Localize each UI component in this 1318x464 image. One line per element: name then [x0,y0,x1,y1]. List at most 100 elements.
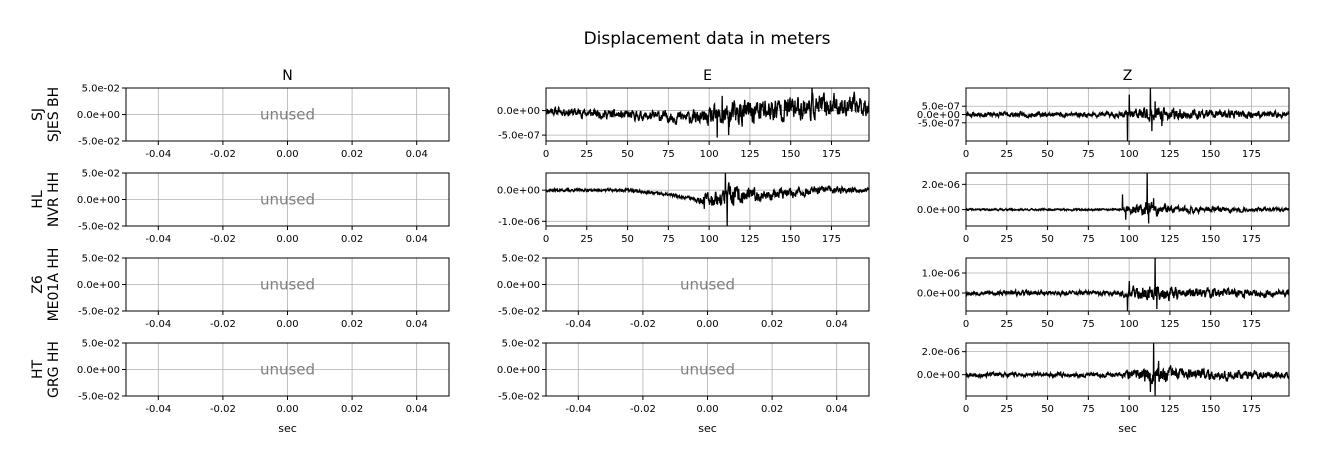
x-tick-label: 0.02 [341,404,363,415]
trace-line [546,88,869,138]
y-tick-label: 5.0e-02 [82,169,120,180]
row-label-network: HT [30,360,46,380]
x-tick-label: 150 [781,234,800,245]
panel-z6-z: 0 25 50 75 100 125 150 175 1.0e-06 0.0e+00 [917,257,1290,330]
x-tick-label: 0 [543,149,549,160]
x-tick-label: 50 [621,149,634,160]
axes-frame [965,342,1290,397]
y-tick-label: 0.0e+00 [497,365,540,376]
y-tick-label: 0.0e+00 [497,186,540,197]
x-axis-label: sec [698,422,717,435]
x-tick-label: 0 [963,404,969,415]
unused-placeholder: unused [680,361,735,379]
x-tick-label: 0 [543,234,549,245]
x-tick-label: 0.04 [826,319,848,330]
x-tick-label: 175 [1242,404,1261,415]
y-tick-label: 5.0e-02 [502,339,540,350]
x-tick-label: 175 [1242,234,1261,245]
x-tick-label: 0 [963,319,969,330]
y-tick-label: 1.0e-06 [922,269,960,280]
row-label-station: ME01A HH [46,248,62,322]
trace-line [966,173,1289,224]
x-tick-label: 100 [1120,404,1139,415]
x-tick-label: 0.00 [276,404,298,415]
y-tick-label: -5.0e-02 [78,392,120,403]
x-tick-label: 50 [1041,234,1054,245]
x-tick-label: -0.02 [210,319,236,330]
y-tick-label: 0.0e+00 [77,195,120,206]
y-tick-label: 5.0e-02 [82,254,120,265]
x-tick-label: 100 [700,234,719,245]
y-tick-label: 5.0e-02 [82,339,120,350]
y-tick-label: -5.0e-02 [78,307,120,318]
x-tick-label: 0.04 [826,404,848,415]
x-tick-label: 175 [1242,319,1261,330]
x-tick-label: 125 [740,149,759,160]
y-tick-label: -5.0e-07 [498,131,540,142]
trace-line [966,258,1289,311]
x-tick-label: 150 [1201,319,1220,330]
y-tick-label: -5.0e-02 [498,392,540,403]
trace-line [546,173,869,226]
x-tick-label: 150 [1201,149,1220,160]
x-tick-label: 0.00 [276,319,298,330]
panel-hl-e: 0 25 50 75 100 125 150 175 0.0e+00 -1.0e-06 [497,172,870,245]
x-tick-label: 75 [1082,234,1095,245]
x-tick-label: 100 [1120,149,1139,160]
x-tick-label: 175 [1242,149,1261,160]
x-tick-label: -0.02 [210,234,236,245]
x-tick-label: 175 [822,149,841,160]
y-tick-label: -5.0e-02 [78,137,120,148]
panel-sj-n: unused -0.04 -0.02 0.00 0.02 0.04 5.0e-02 0.0e+… [77,84,450,160]
x-tick-label: 0.04 [406,234,428,245]
x-tick-label: 0.00 [276,149,298,160]
x-tick-label: 0.02 [761,319,783,330]
x-tick-label: -0.04 [145,404,171,415]
panel-sj-e: 0 25 50 75 100 125 150 175 0.0e+00 -5.0e-07 [497,87,870,160]
x-tick-label: 100 [1120,319,1139,330]
y-tick-label: -5.0e-02 [498,307,540,318]
y-tick-label: 0.0e+00 [77,110,120,121]
x-tick-label: 0.04 [406,149,428,160]
x-axis-label: sec [1118,422,1137,435]
panel-hl-n: unused -0.04 -0.02 0.00 0.02 0.04 5.0e-02 0.0e+… [77,169,450,245]
trace-line [966,343,1289,396]
x-tick-label: 0.04 [406,404,428,415]
y-tick-label: 0.0e+00 [497,106,540,117]
panel-ht-n: unused -0.04 -0.02 0.00 0.02 0.04 5.0e-02 0.0e+… [77,339,450,415]
y-tick-label: 0.0e+00 [917,289,960,300]
x-tick-label: 75 [662,149,675,160]
panel-z6-n: unused -0.04 -0.02 0.00 0.02 0.04 5.0e-02 0.0e+… [77,254,450,330]
y-tick-label: -1.0e-06 [498,217,540,228]
y-tick-label: 0.0e+00 [497,280,540,291]
x-tick-label: 175 [822,234,841,245]
axes-frame [545,172,870,227]
y-tick-label: 0.0e+00 [917,370,960,381]
row-label-station: NVR HH [46,172,62,227]
y-tick-label: 0.0e+00 [77,280,120,291]
x-tick-label: 125 [1160,319,1179,330]
panel-ht-e: unused -0.04 -0.02 0.00 0.02 0.04 5.0e-02 0.0e+… [497,339,870,415]
x-tick-label: 0.02 [761,404,783,415]
column-title-z: Z [1123,68,1133,84]
x-tick-label: 25 [1000,234,1013,245]
x-tick-label: -0.02 [210,404,236,415]
row-label-station: SJES BH [46,87,62,142]
unused-placeholder: unused [680,276,735,294]
x-tick-label: 25 [580,149,593,160]
trace-line [966,88,1289,141]
column-title-e: E [703,68,712,84]
x-tick-label: 0.00 [696,319,718,330]
x-tick-label: 150 [781,149,800,160]
x-tick-label: -0.04 [565,404,591,415]
panel-ht-z: 0 25 50 75 100 125 150 175 2.0e-06 0.0e+00 [917,342,1290,415]
x-tick-label: -0.04 [145,319,171,330]
row-label-network: SJ [30,108,46,121]
x-tick-label: 0.02 [341,149,363,160]
x-tick-label: 125 [1160,404,1179,415]
x-tick-label: 50 [1041,404,1054,415]
unused-placeholder: unused [260,191,315,209]
x-tick-label: -0.02 [210,149,236,160]
